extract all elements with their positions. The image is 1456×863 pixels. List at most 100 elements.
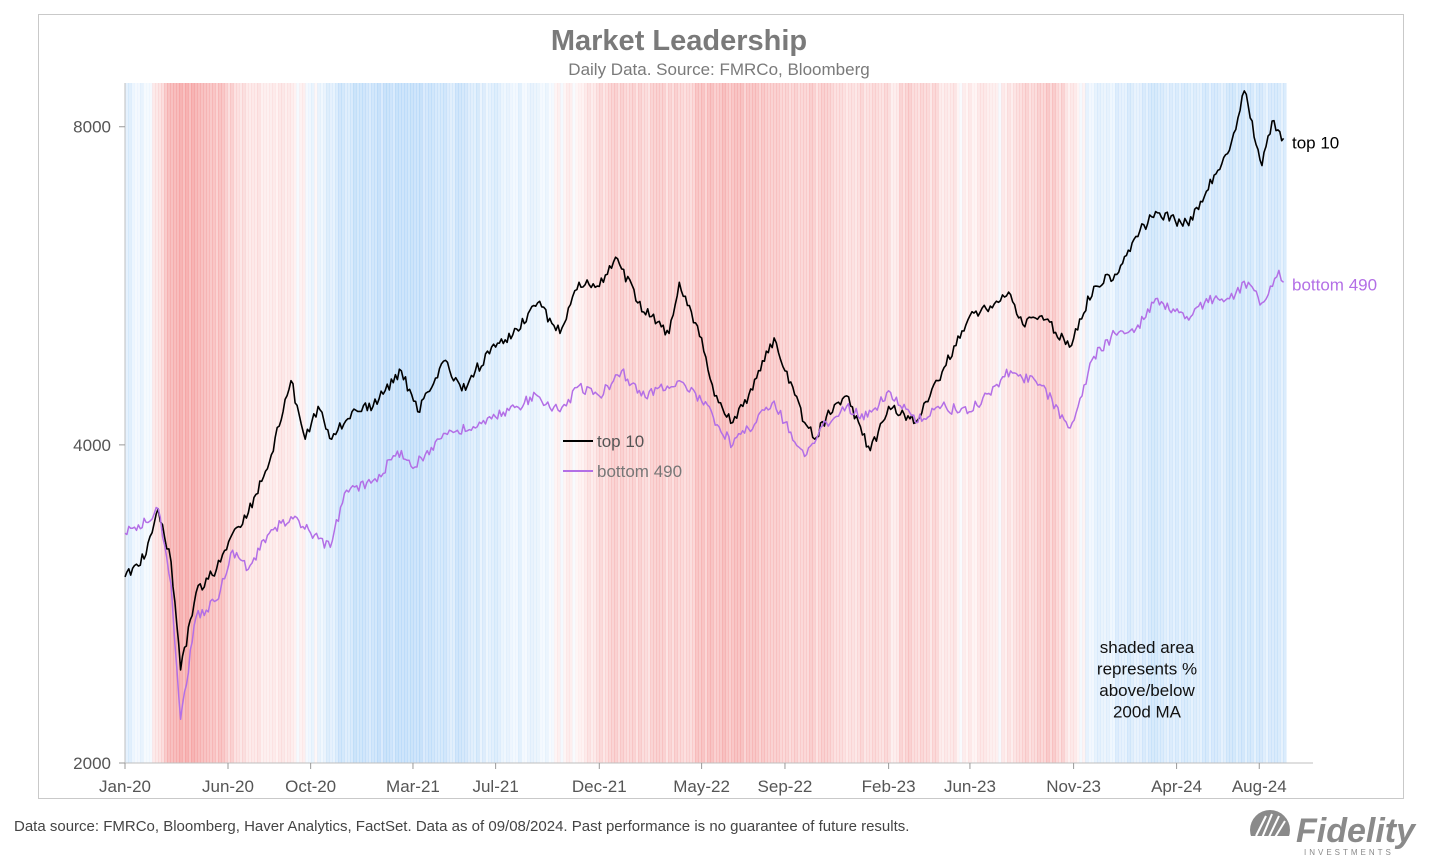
shade-stripe [509,83,513,763]
shade-stripe [1265,83,1269,763]
shade-stripe [854,83,858,763]
shade-stripe [770,83,774,763]
shade-stripe [776,83,780,763]
shade-stripe [1004,83,1008,763]
x-tick-label: Jul-21 [472,777,518,796]
shade-stripe [1031,83,1035,763]
shade-stripe [533,83,537,763]
shade-stripe [722,83,726,763]
shade-stripe [710,83,714,763]
shade-stripe [665,83,669,763]
shade-stripe [371,83,375,763]
shade-stripe [1208,83,1212,763]
shade-stripe [695,83,699,763]
chart: 2000 4000 8000 Jan-20 Jun-20 Oct-20 Mar-21 Jul-… [73,25,1377,796]
shade-stripe [392,83,396,763]
shade-stripe [953,83,957,763]
shade-stripe [545,83,549,763]
shade-stripe [1034,83,1038,763]
shade-stripe [1091,83,1095,763]
shade-stripe [1079,83,1083,763]
shade-stripe [341,83,345,763]
shade-stripe [611,83,615,763]
shade-stripe [1016,83,1020,763]
shade-stripe [1229,83,1233,763]
shade-stripe [1205,83,1209,763]
shade-stripe [875,83,879,763]
shade-stripe [608,83,612,763]
shade-stripe [209,83,213,763]
shade-stripe [725,83,729,763]
shade-stripe [1157,83,1161,763]
shade-stripe [938,83,942,763]
shade-stripe [815,83,819,763]
shade-stripe [1028,83,1032,763]
shade-stripe [890,83,894,763]
x-tick-label: Apr-24 [1151,777,1202,796]
shade-stripe [806,83,810,763]
shade-stripe [284,83,288,763]
shade-stripe [638,83,642,763]
shade-stripe [791,83,795,763]
shade-stripe [407,83,411,763]
shade-stripe [686,83,690,763]
shade-stripe [1001,83,1005,763]
shade-stripe [347,83,351,763]
shade-stripe [647,83,651,763]
shade-stripe [767,83,771,763]
shade-stripe [140,83,144,763]
shade-stripe [1220,83,1224,763]
shade-stripe [578,83,582,763]
shade-stripe [920,83,924,763]
shade-stripe [335,83,339,763]
shade-stripe [221,83,225,763]
end-label: top 10 [1292,133,1339,152]
shade-stripe [551,83,555,763]
shade-stripe [614,83,618,763]
shade-stripe [1175,83,1179,763]
shade-stripe [1082,83,1086,763]
chart-title: Market Leadership [551,25,807,57]
shade-stripe [1187,83,1191,763]
shade-stripe [620,83,624,763]
shade-stripe [353,83,357,763]
shade-stripe [1076,83,1080,763]
shade-stripe [899,83,903,763]
shade-stripe [365,83,369,763]
shade-stripe [1250,83,1254,763]
shade-stripe [1139,83,1143,763]
shade-stripe [860,83,864,763]
shade-stripe [170,83,174,763]
shade-stripe [530,83,534,763]
shade-stripe [797,83,801,763]
shade-stripe [527,83,531,763]
shade-stripe [881,83,885,763]
shade-stripe [644,83,648,763]
shade-stripe [1046,83,1050,763]
shade-stripe [692,83,696,763]
shade-stripe [137,83,141,763]
shade-stripe [260,83,264,763]
x-tick-label: Oct-20 [285,777,336,796]
shade-stripe [272,83,276,763]
shade-stripe [197,83,201,763]
shade-stripe [1268,83,1272,763]
shade-stripe [761,83,765,763]
shade-stripe [1226,83,1230,763]
note-line: shaded area [1100,638,1195,657]
shade-stripe [236,83,240,763]
shade-stripe [359,83,363,763]
shade-stripe [506,83,510,763]
shade-stripe [827,83,831,763]
shade-stripe [491,83,495,763]
shade-stripe [602,83,606,763]
shade-stripe [1040,83,1044,763]
shade-stripe [311,83,315,763]
shade-stripe [524,83,528,763]
shade-stripe [470,83,474,763]
shade-stripe [680,83,684,763]
end-labels: top 10 bottom 490 [1292,133,1377,294]
shade-stripe [200,83,204,763]
x-tick-label: Sep-22 [758,777,813,796]
shade-stripe [557,83,561,763]
